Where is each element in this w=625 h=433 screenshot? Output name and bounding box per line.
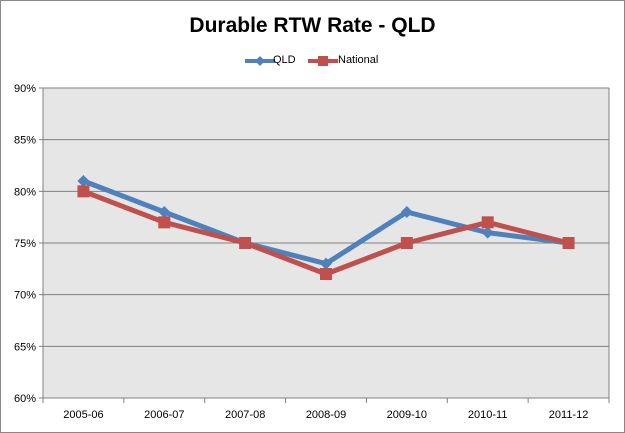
- x-tick-label: 2007-08: [225, 409, 265, 421]
- data-point-national: [562, 237, 575, 249]
- chart-title: Durable RTW Rate - QLD: [189, 14, 436, 37]
- legend-label-qld: QLD: [273, 54, 296, 66]
- y-tick-label: 85%: [14, 135, 36, 147]
- legend: QLD National: [0, 53, 625, 69]
- y-tick-label: 60%: [14, 393, 36, 405]
- x-tick-label: 2010-11: [468, 409, 508, 421]
- y-tick-label: 75%: [14, 238, 36, 250]
- data-point-qld: [481, 226, 494, 239]
- x-tick-label: 2006-07: [144, 409, 184, 421]
- x-tick-label: 2011-12: [549, 409, 589, 421]
- data-point-national: [158, 216, 171, 229]
- y-tick-label: 90%: [14, 83, 36, 95]
- y-tick-label: 70%: [14, 290, 36, 302]
- data-point-national: [320, 268, 332, 280]
- legend-swatch-national: [308, 56, 338, 66]
- y-tick-label: 80%: [14, 186, 36, 198]
- data-point-national: [77, 185, 90, 198]
- x-tick-label: 2005-06: [63, 409, 103, 421]
- data-point-national: [239, 237, 252, 249]
- data-point-qld: [77, 175, 90, 187]
- y-tick-label: 65%: [14, 341, 36, 353]
- legend-label-national: National: [338, 54, 379, 66]
- x-tick-label: 2008-09: [306, 409, 346, 421]
- data-point-national: [481, 216, 494, 229]
- data-point-national: [400, 237, 413, 249]
- legend-swatch-qld: [245, 56, 275, 66]
- data-point-qld: [320, 257, 332, 270]
- x-tick-label: 2009-10: [387, 409, 427, 421]
- data-point-qld: [158, 206, 171, 218]
- data-point-qld: [400, 206, 413, 218]
